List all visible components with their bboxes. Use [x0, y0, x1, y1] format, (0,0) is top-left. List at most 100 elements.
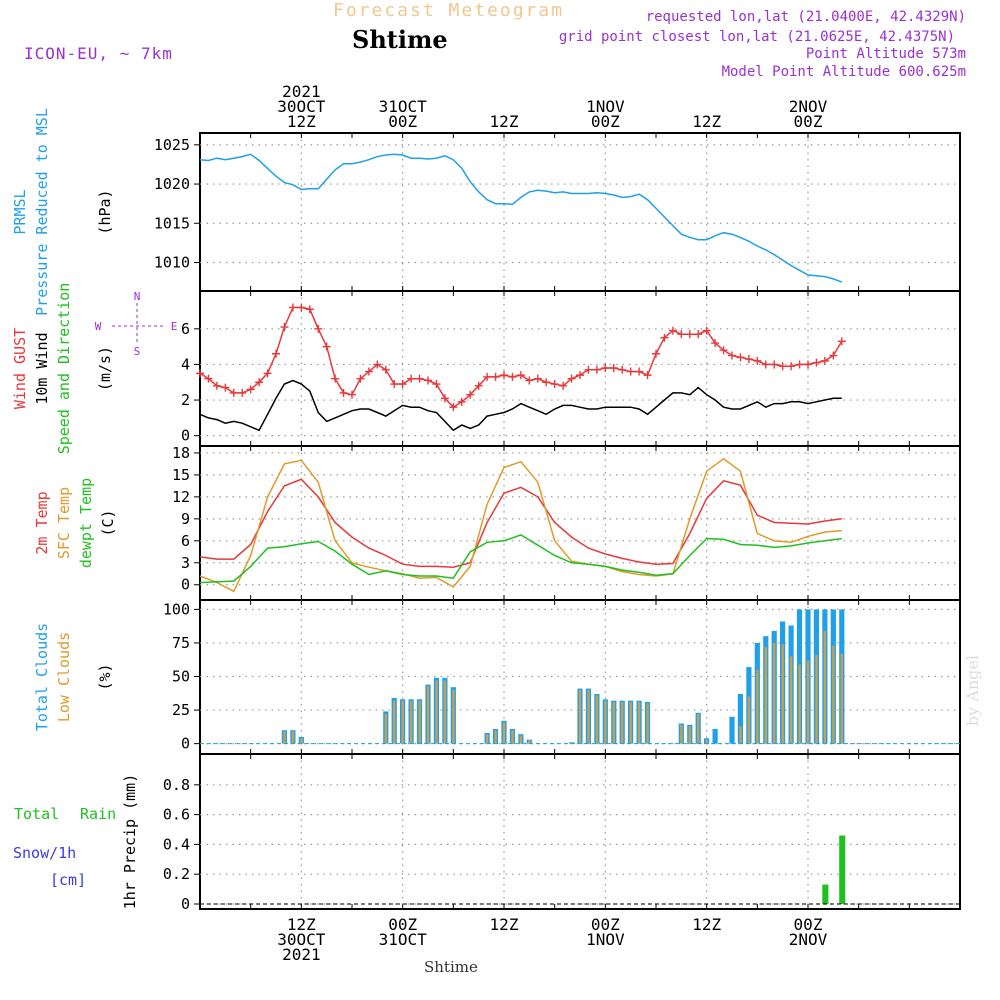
model-label: ICON-EU, ~ 7km	[24, 44, 173, 63]
panel-clouds: 0 25 50 75 100 Total Clouds Low Clouds (%)	[33, 599, 961, 755]
gust-marker	[576, 371, 584, 380]
series-wind-gust	[199, 306, 843, 409]
y-tick-label: 18	[172, 444, 190, 462]
panel-label: SFC Temp	[55, 487, 73, 559]
top-time-label: 12Z	[287, 112, 316, 131]
bar-low-clouds	[680, 724, 683, 744]
y-tick-label: 100	[163, 600, 190, 618]
gust-marker	[652, 349, 660, 358]
bar-low-clouds	[494, 730, 497, 744]
bar-low-clouds	[283, 731, 286, 744]
gust-marker	[280, 323, 289, 332]
top-time-label: 00Z	[388, 112, 417, 131]
gust-marker	[626, 367, 635, 376]
bar-low-clouds	[840, 653, 843, 744]
top-time-label: 12Z	[692, 112, 721, 131]
gust-marker	[795, 360, 804, 369]
panel-pressure: 1010 1015 1020 1025 PRMSL Pressure Reduced to…	[11, 108, 961, 316]
y-tick-label: 3	[181, 554, 190, 572]
y-tick-label: 0	[181, 895, 190, 913]
gust-marker	[381, 365, 390, 374]
gust-marker	[643, 371, 652, 380]
bar-low-clouds	[789, 656, 793, 744]
gust-marker	[407, 374, 416, 383]
bottom-time-label: 2NOV	[789, 930, 828, 949]
panel-label: Total Clouds	[33, 623, 51, 731]
gust-marker	[677, 330, 686, 339]
gust-marker	[246, 385, 255, 394]
y-tick-label: 1010	[154, 253, 190, 271]
bar-total-clouds	[712, 728, 718, 744]
gust-marker	[736, 353, 745, 362]
gust-marker	[339, 388, 348, 397]
bar-low-clouds	[747, 696, 751, 744]
bar-total-clouds	[729, 716, 735, 744]
top-time-label: 00Z	[794, 112, 823, 131]
gust-marker	[466, 390, 475, 399]
panel-label: Wind GUST	[11, 328, 29, 409]
gust-marker	[314, 324, 323, 333]
top-time-label: 00Z	[591, 112, 620, 131]
bar-low-clouds	[604, 700, 607, 744]
bottom-time-label: 2021	[282, 945, 321, 964]
compass-east: E	[171, 320, 178, 333]
bar-low-clouds	[519, 735, 523, 744]
gust-marker	[229, 388, 238, 397]
y-tick-label: 0.4	[163, 835, 190, 853]
gust-marker	[829, 351, 838, 360]
top-time-label: 31OCT	[379, 97, 428, 116]
panel-frame	[199, 132, 961, 292]
gust-marker	[516, 371, 525, 380]
gust-marker	[567, 374, 576, 383]
panel-frame	[199, 290, 961, 447]
series-sfc-temp	[199, 457, 842, 593]
y-tick-label: 2	[181, 391, 190, 409]
location-title: Shtime	[352, 25, 448, 54]
bar-low-clouds	[629, 702, 632, 744]
y-tick-label: 0	[181, 427, 190, 445]
bar-low-clouds	[300, 738, 303, 744]
gust-marker	[804, 360, 812, 369]
bar-low-clouds	[502, 722, 506, 744]
gust-marker	[635, 367, 644, 376]
panel-label: (m/s)	[96, 346, 114, 391]
panel-temperature: 0 3 6 9 12 15 18 2m Temp SFC Temp dewpt Temp (C)	[33, 444, 961, 601]
panel-label: 2m Temp	[33, 491, 51, 554]
bottom-time-label: 00Z	[591, 915, 620, 934]
gust-marker	[618, 365, 627, 374]
y-tick-label: 6	[181, 532, 190, 550]
bar-low-clouds	[418, 700, 421, 744]
y-tick-label: 0.2	[163, 865, 190, 883]
panel-label: (C)	[99, 509, 117, 536]
panel-label: [cm]	[50, 871, 86, 889]
gust-marker	[770, 360, 779, 369]
y-tick-label: 6	[181, 320, 190, 338]
gust-marker	[212, 381, 221, 390]
bar-low-clouds	[806, 660, 810, 744]
model-point-altitude: Model Point Altitude 600.625m	[721, 64, 966, 80]
bar-low-clouds	[528, 739, 531, 744]
bar-low-clouds	[570, 742, 573, 744]
y-tick-label: 25	[172, 701, 190, 719]
bar-low-clouds	[409, 700, 413, 744]
y-tick-label: 12	[172, 488, 190, 506]
panel-label: Low Clouds	[55, 632, 73, 722]
bottom-time-label: 12Z	[692, 915, 721, 934]
y-tick-label: 15	[172, 466, 190, 484]
gust-marker	[415, 374, 424, 383]
bar-low-clouds	[798, 664, 801, 744]
y-tick-label: 4	[181, 355, 190, 373]
compass-west: W	[95, 320, 102, 333]
panel-label: Snow/1h	[13, 844, 76, 862]
gust-marker	[787, 362, 796, 371]
gust-marker	[483, 372, 492, 381]
panel-label: Total	[14, 805, 59, 823]
bar-low-clouds	[578, 689, 582, 744]
y-tick-label: 0.8	[163, 776, 190, 794]
y-tick-label: 1020	[154, 175, 190, 193]
bottom-time-label: 00Z	[794, 915, 823, 934]
bar-low-clouds	[688, 726, 691, 744]
gust-marker	[491, 372, 500, 381]
gust-marker	[457, 397, 466, 406]
